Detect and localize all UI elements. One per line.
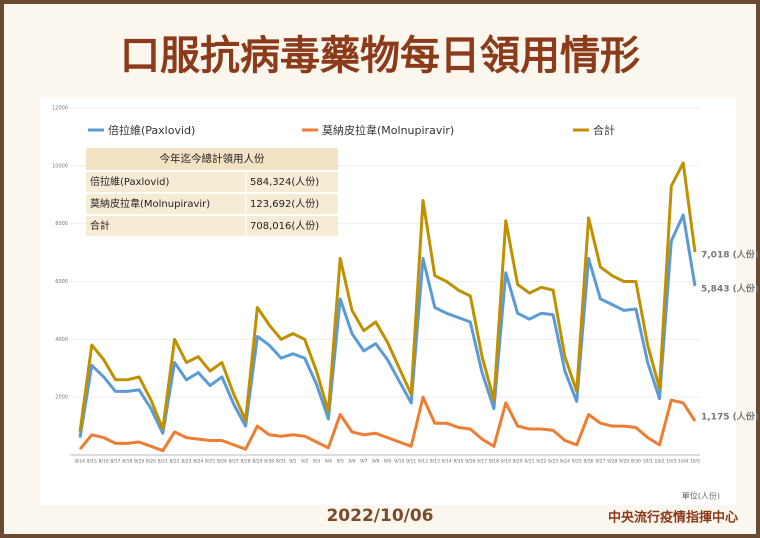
x-tick-label: 9/1 [289, 459, 296, 465]
value-label: 7,018 (人份) [701, 249, 759, 261]
x-tick-label: 9/25 [572, 459, 582, 465]
x-tick-label: 9/8 [372, 459, 379, 465]
x-tick-label: 8/20 [146, 459, 156, 465]
y-tick-label: 12000 [52, 106, 68, 112]
x-tick-label: 8/22 [170, 459, 180, 465]
x-tick-label: 10/5 [690, 459, 700, 465]
x-tick-label: 8/26 [217, 459, 227, 465]
x-tick-label: 8/21 [158, 459, 168, 465]
chart-title: 口服抗病毒藥物每日領用情形 [120, 33, 640, 79]
x-tick-label: 9/22 [536, 459, 546, 465]
x-tick-label: 8/29 [252, 459, 262, 465]
x-tick-label: 9/2 [301, 459, 308, 465]
summary-label: 倍拉維(Paxlovid) [90, 175, 169, 188]
x-tick-label: 8/27 [229, 459, 239, 465]
x-tick-label: 9/13 [430, 459, 440, 465]
y-tick-label: 6000 [55, 279, 68, 285]
x-tick-label: 8/18 [122, 459, 132, 465]
x-tick-label: 9/20 [513, 459, 523, 465]
x-tick-label: 9/21 [524, 459, 534, 465]
summary-value: 708,016(人份) [250, 220, 319, 232]
x-tick-label: 9/11 [406, 459, 416, 465]
x-tick-label: 9/28 [607, 459, 617, 465]
y-tick-label: 10000 [52, 163, 68, 169]
value-label: 5,843 (人份) [701, 283, 759, 295]
x-tick-label: 9/18 [489, 459, 499, 465]
x-tick-label: 9/3 [313, 459, 320, 465]
x-tick-label: 8/31 [276, 459, 286, 465]
summary-header [86, 148, 338, 170]
x-tick-label: 9/26 [584, 459, 594, 465]
summary-label: 莫納皮拉韋(Molnupiravir) [90, 197, 210, 210]
x-tick-label: 8/28 [241, 459, 251, 465]
x-tick-label: 9/7 [360, 459, 367, 465]
x-tick-label: 8/15 [87, 459, 97, 465]
x-tick-label: 8/23 [181, 459, 191, 465]
y-tick-label: 2000 [55, 395, 68, 401]
x-tick-label: 9/10 [394, 459, 404, 465]
x-tick-label: 8/17 [110, 459, 120, 465]
x-tick-label: 9/17 [477, 459, 487, 465]
date: 2022/10/06 [326, 506, 433, 526]
unit: 單位(人份) [682, 491, 720, 501]
x-tick-label: 10/2 [654, 459, 664, 465]
legend-label: 合計 [593, 123, 615, 137]
x-tick-label: 9/23 [548, 459, 558, 465]
summary-row [86, 216, 338, 236]
x-tick-label: 8/25 [205, 459, 215, 465]
y-tick-label: 4000 [55, 337, 68, 343]
source: 中央流行疫情指揮中心 [608, 510, 738, 526]
series-line [78, 213, 697, 438]
summary-value: 123,692(人份) [250, 198, 319, 210]
x-tick-label: 9/14 [442, 459, 452, 465]
summary-row [86, 194, 338, 214]
x-tick-label: 9/29 [619, 459, 629, 465]
summary-row [86, 172, 338, 192]
x-tick-label: 9/27 [595, 459, 605, 465]
series-line [78, 161, 697, 433]
x-tick-label: 9/9 [384, 459, 391, 465]
x-tick-label: 9/15 [453, 459, 463, 465]
summary-value: 584,324(人份) [250, 176, 319, 188]
series-line [78, 395, 697, 453]
legend-label: 莫納皮拉韋(Molnupiravir) [322, 123, 454, 137]
value-label: 1,175 (人份) [701, 411, 759, 423]
x-tick-label: 8/14 [75, 459, 85, 465]
summary-title: 今年迄今總計領用人份 [160, 152, 265, 165]
x-tick-label: 9/6 [348, 459, 355, 465]
x-tick-label: 10/1 [643, 459, 653, 465]
x-tick-label: 9/19 [501, 459, 511, 465]
x-tick-label: 9/24 [560, 459, 570, 465]
summary-label: 合計 [90, 219, 110, 232]
x-tick-label: 9/12 [418, 459, 428, 465]
legend-label: 倍拉維(Paxlovid) [108, 123, 195, 137]
x-tick-label: 9/4 [325, 459, 332, 465]
x-tick-label: 10/4 [678, 459, 688, 465]
x-tick-label: 8/30 [264, 459, 274, 465]
x-tick-label: 9/30 [631, 459, 641, 465]
x-tick-label: 10/3 [666, 459, 676, 465]
x-tick-label: 8/19 [134, 459, 144, 465]
x-tick-label: 9/16 [465, 459, 475, 465]
x-tick-label: 9/5 [337, 459, 344, 465]
x-tick-label: 8/16 [99, 459, 109, 465]
x-tick-label: 8/24 [193, 459, 203, 465]
y-tick-label: 8000 [55, 221, 68, 227]
